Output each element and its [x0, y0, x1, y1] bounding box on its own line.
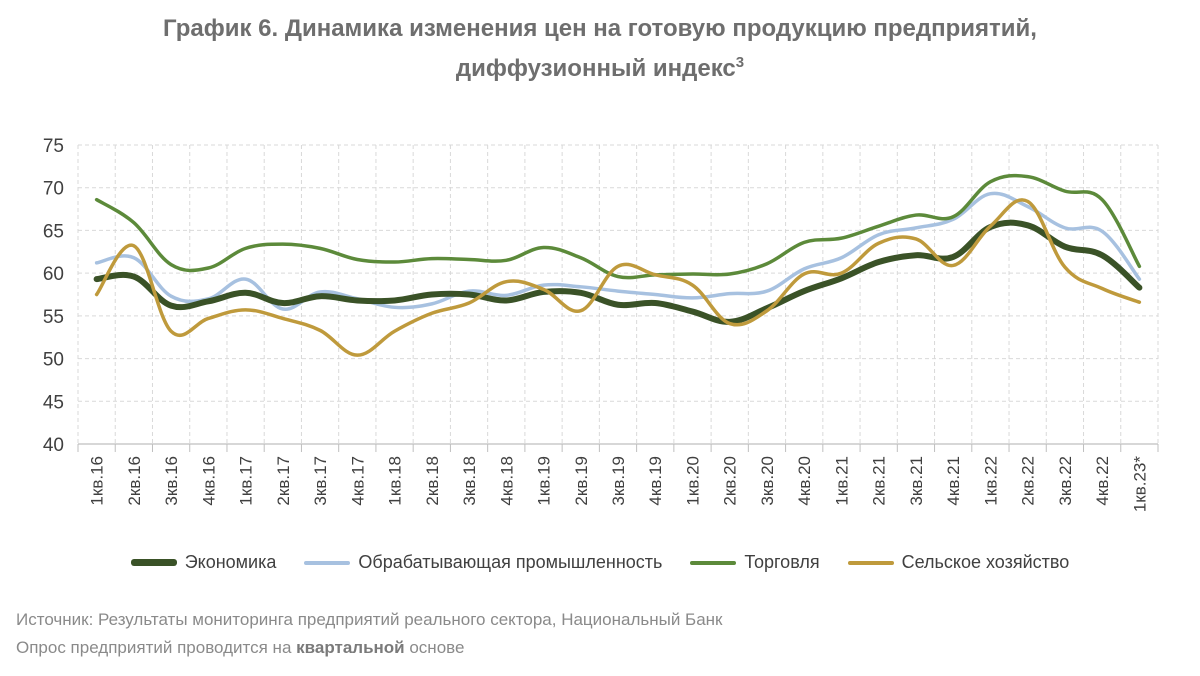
x-tick-label: 2кв.16 [125, 456, 144, 506]
y-tick-label: 75 [43, 136, 64, 157]
x-tick-label: 1кв.17 [237, 456, 256, 506]
x-tick-label: 4кв.21 [944, 456, 963, 506]
legend-item-manufacturing: Обрабатывающая промышленность [304, 552, 662, 573]
x-tick-label: 1кв.23* [1130, 456, 1149, 513]
legend-label: Сельское хозяйство [901, 552, 1070, 572]
y-tick-label: 45 [43, 392, 64, 413]
x-tick-label: 2кв.17 [274, 456, 293, 506]
x-tick-label: 1кв.21 [832, 456, 851, 506]
x-tick-label: 3кв.21 [907, 456, 926, 506]
series-line-economy [93, 219, 1143, 325]
legend-swatch [130, 559, 177, 566]
x-tick-label: 4кв.22 [1093, 456, 1112, 506]
legend-swatch [847, 560, 894, 565]
legend-swatch [304, 560, 351, 565]
x-tick-label: 2кв.20 [721, 456, 740, 506]
x-tick-label: 3кв.16 [162, 456, 181, 506]
source-note: Источник: Результаты мониторинга предпри… [16, 610, 723, 629]
chart-title: График 6. Динамика изменения цен на гото… [0, 12, 1200, 86]
x-tick-label: 4кв.19 [646, 456, 665, 506]
x-tick-label: 1кв.22 [981, 456, 1000, 506]
y-tick-label: 65 [43, 221, 64, 242]
survey-note-bold: квартальной [296, 638, 405, 657]
axes: 40 45 50 55 60 65 70 75 1кв.16 2кв.16 3кв.16 4кв.16… [43, 136, 1159, 513]
x-tick-label: 1кв.19 [535, 456, 554, 506]
survey-note-pre: Опрос предприятий проводится на [16, 638, 297, 657]
series-line-agriculture [94, 198, 1142, 357]
x-tick-label: 3кв.18 [460, 456, 479, 506]
x-tick-label: 2кв.18 [423, 456, 442, 506]
footer: Источник: Результаты мониторинга предпри… [16, 606, 723, 662]
x-tick-label: 4кв.18 [497, 456, 516, 506]
x-tick-label: 3кв.22 [1056, 456, 1075, 506]
legend-item-trade: Торговля [690, 552, 820, 573]
x-tick-label: 3кв.19 [609, 456, 628, 506]
chart-title-line2: диффузионный индекс3 [0, 46, 1200, 86]
x-tick-label: 4кв.16 [199, 456, 218, 506]
y-tick-label: 50 [43, 350, 64, 371]
x-tick-label: 1кв.16 [88, 456, 107, 506]
x-tick-label: 2кв.21 [870, 456, 889, 506]
series-lines [93, 173, 1143, 357]
chart-legend: Экономика Обрабатывающая промышленность То… [0, 552, 1200, 573]
y-tick-label: 70 [43, 179, 64, 200]
footnote-marker: 3 [735, 54, 745, 71]
series-line-trade [94, 173, 1142, 280]
legend-item-economy: Экономика [130, 552, 277, 573]
x-tick-label: 4кв.20 [795, 456, 814, 506]
legend-swatch [690, 560, 737, 565]
chart-title-line1: График 6. Динамика изменения цен на гото… [163, 15, 1037, 42]
survey-note-post: основе [404, 638, 465, 657]
x-tick-label: 1кв.20 [683, 456, 702, 506]
survey-note: Опрос предприятий проводится на кварталь… [16, 634, 723, 662]
legend-label: Обрабатывающая промышленность [358, 552, 663, 572]
y-tick-label: 60 [43, 264, 64, 285]
x-tick-label: 2кв.19 [572, 456, 591, 506]
y-tick-label: 55 [43, 307, 64, 328]
x-tick-label: 3кв.20 [758, 456, 777, 506]
x-tick-label: 2кв.22 [1019, 456, 1038, 506]
x-tick-label: 3кв.17 [311, 456, 330, 506]
y-tick-label: 40 [43, 435, 64, 456]
legend-label: Экономика [184, 552, 277, 572]
x-tick-label: 1кв.18 [386, 456, 405, 506]
x-tick-label: 4кв.17 [348, 456, 367, 506]
legend-item-agriculture: Сельское хозяйство [847, 552, 1070, 573]
legend-label: Торговля [744, 552, 820, 572]
chart-title-line2-text: диффузионный индекс [455, 55, 736, 82]
